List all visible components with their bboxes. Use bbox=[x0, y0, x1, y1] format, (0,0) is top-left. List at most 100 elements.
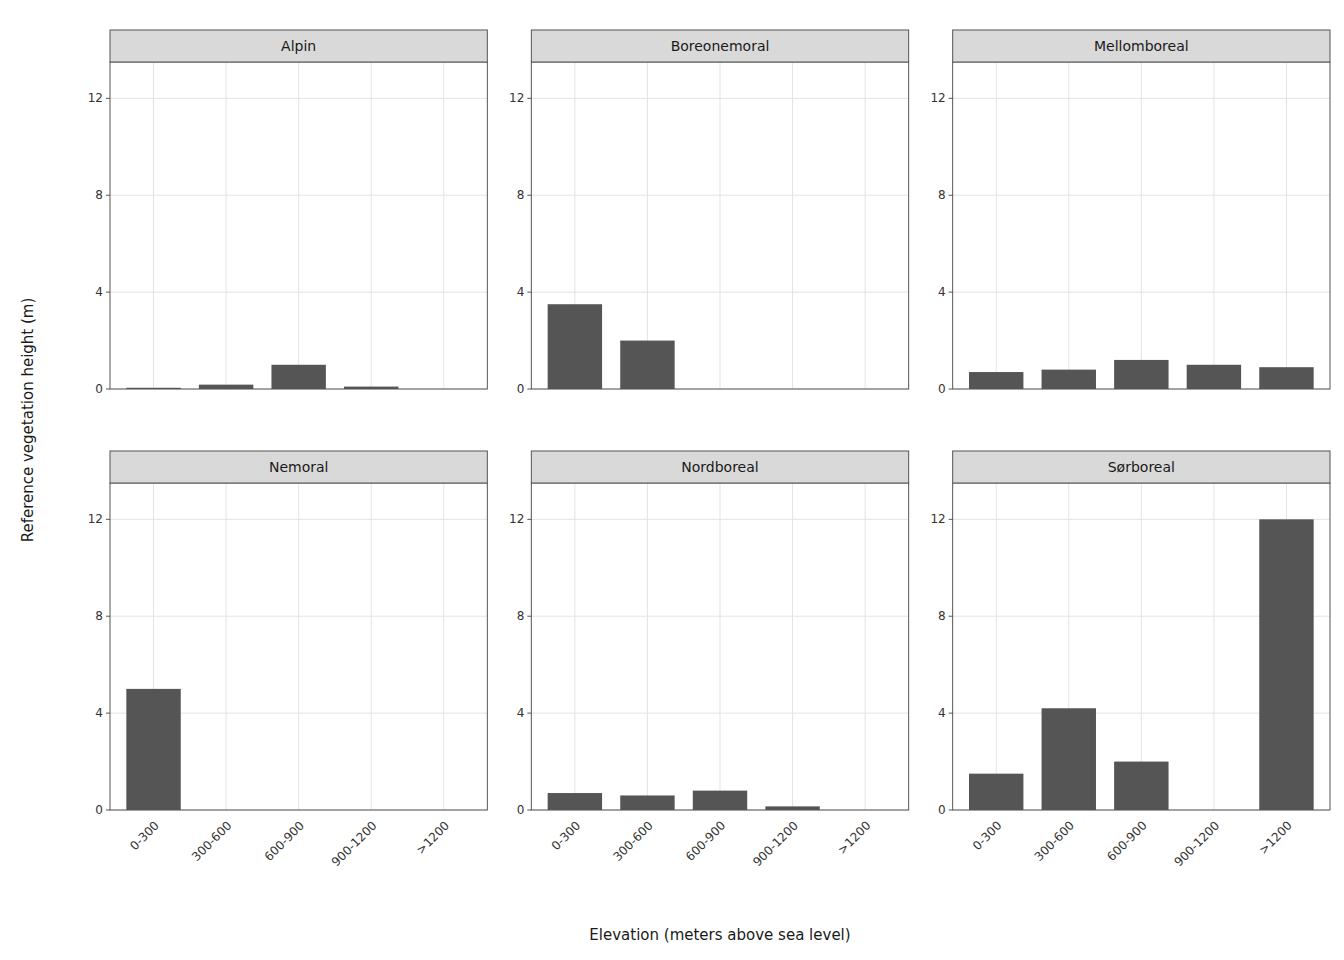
tick-mark bbox=[949, 616, 953, 617]
x-tick-label: >1200 bbox=[414, 818, 453, 857]
tick-mark bbox=[106, 98, 110, 99]
y-tick-label: 12 bbox=[509, 512, 524, 526]
y-tick-label: 8 bbox=[938, 609, 946, 623]
tick-mark bbox=[949, 195, 953, 196]
bar bbox=[1042, 708, 1096, 810]
bar bbox=[126, 689, 180, 810]
y-tick-label: 8 bbox=[517, 188, 525, 202]
y-tick-label: 8 bbox=[95, 609, 103, 623]
plot-background bbox=[531, 483, 908, 810]
grid-line bbox=[443, 62, 444, 389]
y-tick-label: 4 bbox=[517, 706, 525, 720]
chart-svg: 04812Alpin04812Boreonemoral04812Mellombo… bbox=[0, 0, 1344, 960]
bar bbox=[1259, 519, 1313, 810]
x-axis-label: Elevation (meters above sea level) bbox=[589, 926, 850, 944]
x-tick-label: 0-300 bbox=[970, 818, 1005, 853]
x-tick-label: 0-300 bbox=[549, 818, 584, 853]
tick-mark bbox=[106, 810, 110, 811]
tick-mark bbox=[106, 292, 110, 293]
tick-mark bbox=[527, 616, 531, 617]
grid-line bbox=[1141, 483, 1142, 810]
bar bbox=[1259, 367, 1313, 389]
strip bbox=[531, 451, 908, 483]
grid-line bbox=[996, 62, 997, 389]
y-tick-label: 8 bbox=[938, 188, 946, 202]
grid-line bbox=[298, 62, 299, 389]
plot-background bbox=[531, 62, 908, 389]
strip bbox=[953, 451, 1330, 483]
y-tick-label: 8 bbox=[95, 188, 103, 202]
bar bbox=[969, 372, 1023, 389]
bar bbox=[1042, 370, 1096, 389]
panel-title: Sørboreal bbox=[1108, 459, 1175, 475]
x-tick-label: 300-600 bbox=[610, 818, 655, 863]
bar bbox=[620, 795, 674, 810]
strip bbox=[110, 30, 487, 62]
panel-title: Nordboreal bbox=[681, 459, 758, 475]
plot-background bbox=[953, 483, 1330, 810]
grid-line bbox=[1068, 62, 1069, 389]
tick-mark bbox=[106, 713, 110, 714]
grid-line bbox=[371, 483, 372, 810]
y-tick-label: 0 bbox=[938, 803, 946, 817]
tick-mark bbox=[527, 713, 531, 714]
bar bbox=[693, 791, 747, 810]
strip bbox=[953, 30, 1330, 62]
x-tick-label: >1200 bbox=[835, 818, 874, 857]
plot-frame bbox=[953, 483, 1330, 810]
grid-line bbox=[371, 62, 372, 389]
tick-mark bbox=[949, 810, 953, 811]
y-tick-label: 8 bbox=[517, 609, 525, 623]
grid-line bbox=[647, 62, 648, 389]
bar bbox=[969, 774, 1023, 810]
bar bbox=[199, 385, 253, 389]
tick-mark bbox=[527, 195, 531, 196]
grid-line bbox=[647, 483, 648, 810]
y-tick-label: 4 bbox=[95, 285, 103, 299]
grid-line bbox=[865, 483, 866, 810]
x-tick-label: 600-900 bbox=[1104, 818, 1149, 863]
grid-line bbox=[1213, 483, 1214, 810]
tick-mark bbox=[106, 195, 110, 196]
plot-frame bbox=[531, 62, 908, 389]
y-tick-label: 0 bbox=[95, 382, 103, 396]
panel: 048120-300300-600600-900900-1200>1200Sør… bbox=[930, 451, 1330, 869]
bars bbox=[126, 365, 398, 389]
bar bbox=[548, 793, 602, 810]
plot-frame bbox=[110, 62, 487, 389]
panel-title: Boreonemoral bbox=[671, 38, 770, 54]
bars bbox=[548, 791, 820, 810]
panel-title: Nemoral bbox=[269, 459, 329, 475]
panel: 048120-300300-600600-900900-1200>1200Nem… bbox=[88, 451, 488, 869]
tick-mark bbox=[527, 519, 531, 520]
grid-line bbox=[792, 483, 793, 810]
grid-line bbox=[574, 483, 575, 810]
tick-mark bbox=[106, 616, 110, 617]
grid-line bbox=[153, 62, 154, 389]
y-tick-label: 4 bbox=[95, 706, 103, 720]
y-tick-label: 4 bbox=[938, 285, 946, 299]
y-tick-label: 4 bbox=[938, 706, 946, 720]
y-tick-label: 0 bbox=[517, 382, 525, 396]
tick-mark bbox=[106, 519, 110, 520]
x-tick-label: 300-600 bbox=[189, 818, 234, 863]
grid-line bbox=[1286, 62, 1287, 389]
plot-frame bbox=[953, 62, 1330, 389]
grid-line bbox=[1213, 62, 1214, 389]
x-tick-label: 900-1200 bbox=[329, 818, 380, 869]
y-tick-label: 4 bbox=[517, 285, 525, 299]
y-tick-label: 0 bbox=[517, 803, 525, 817]
y-tick-label: 0 bbox=[938, 382, 946, 396]
x-tick-label: 900-1200 bbox=[1171, 818, 1222, 869]
tick-mark bbox=[106, 389, 110, 390]
x-tick-label: 0-300 bbox=[127, 818, 162, 853]
y-tick-label: 12 bbox=[88, 91, 103, 105]
plot-frame bbox=[110, 483, 487, 810]
grid-line bbox=[298, 483, 299, 810]
tick-mark bbox=[527, 389, 531, 390]
bar bbox=[548, 304, 602, 389]
tick-mark bbox=[527, 292, 531, 293]
panel-title: Mellomboreal bbox=[1094, 38, 1189, 54]
panel: 04812Alpin bbox=[88, 30, 488, 396]
bars bbox=[548, 304, 675, 389]
